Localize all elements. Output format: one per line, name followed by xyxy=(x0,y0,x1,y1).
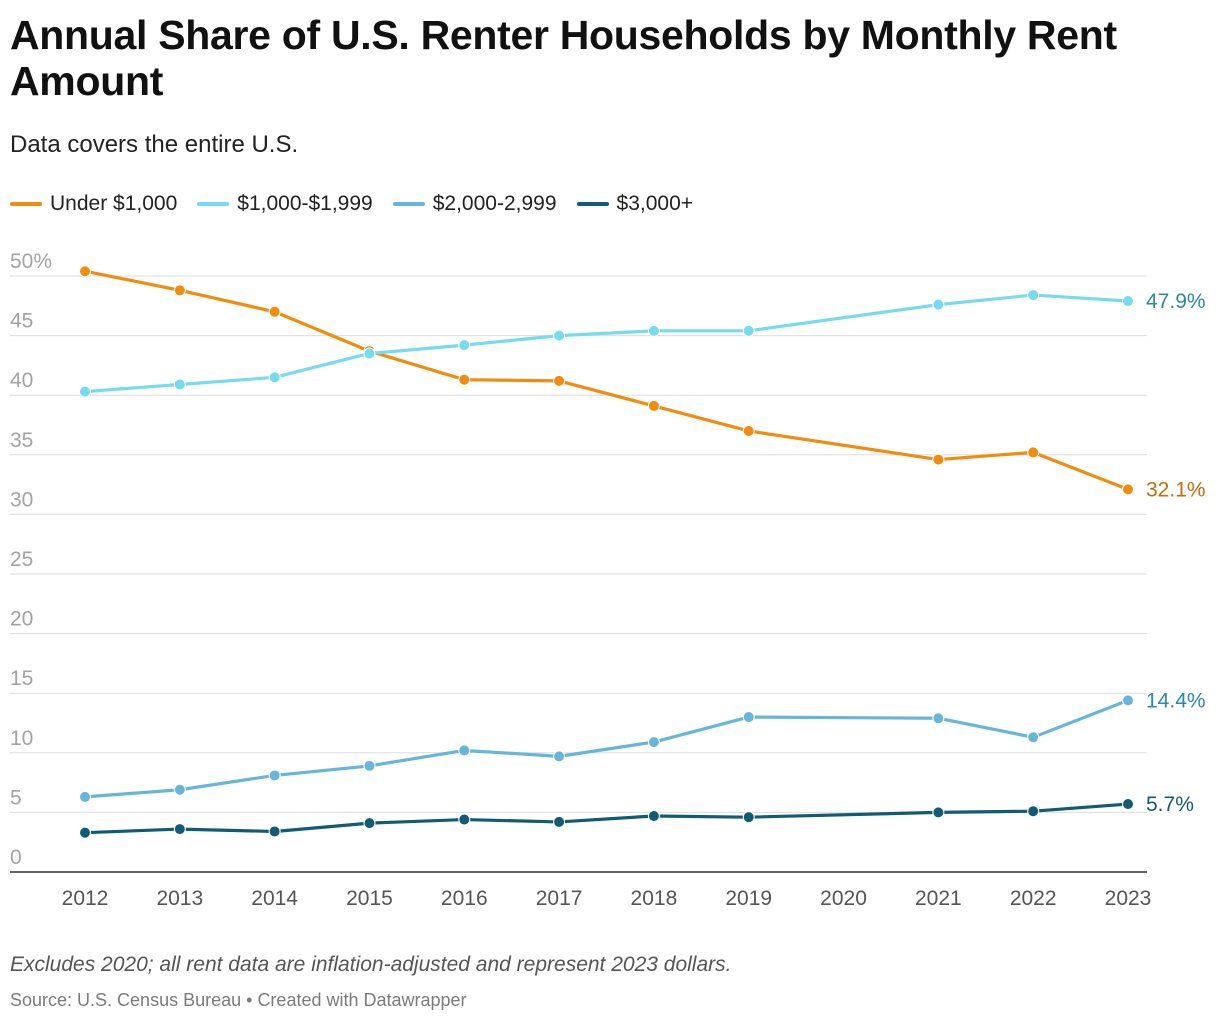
data-point-s0-2018 xyxy=(647,399,660,412)
x-tick-label-2022: 2022 xyxy=(1010,887,1057,910)
x-tick-label-2020: 2020 xyxy=(820,887,867,910)
data-point-s1-2012 xyxy=(79,385,91,398)
data-point-s1-2021 xyxy=(932,298,945,311)
chart-note: Excludes 2020; all rent data are inflati… xyxy=(10,953,732,976)
y-tick-label-5: 5 xyxy=(10,786,22,809)
source-separator: • xyxy=(246,990,253,1010)
x-tick-label-2016: 2016 xyxy=(441,887,488,910)
data-point-s2-2023 xyxy=(1122,694,1134,707)
data-point-s3-2013 xyxy=(173,823,186,836)
data-point-s1-2018 xyxy=(647,324,660,337)
data-point-s3-2022 xyxy=(1027,805,1040,818)
data-point-s0-2013 xyxy=(173,284,186,297)
data-point-s3-2023 xyxy=(1122,798,1134,811)
x-tick-label-2015: 2015 xyxy=(346,887,393,910)
data-point-s2-2019 xyxy=(742,711,755,724)
x-tick-label-2023: 2023 xyxy=(1105,887,1152,910)
end-label-s0: 32.1% xyxy=(1146,478,1206,501)
y-tick-label-20: 20 xyxy=(10,608,33,631)
y-tick-label-50: 50% xyxy=(10,250,52,273)
x-tick-label-2021: 2021 xyxy=(915,887,962,910)
end-label-s3: 5.7% xyxy=(1146,793,1194,816)
legend-label-0: Under $1,000 xyxy=(50,192,178,215)
data-point-s0-2019 xyxy=(742,424,755,437)
data-point-s1-2013 xyxy=(173,378,186,391)
chart-title: Annual Share of U.S. Renter Households b… xyxy=(10,12,1117,104)
source-text: Source: U.S. Census Bureau xyxy=(10,990,242,1010)
x-tick-label-2017: 2017 xyxy=(536,887,583,910)
data-point-s0-2014 xyxy=(268,305,281,318)
data-point-s2-2013 xyxy=(173,783,186,796)
y-tick-label-30: 30 xyxy=(10,488,33,511)
data-point-s0-2012 xyxy=(79,265,91,278)
x-tick-label-2012: 2012 xyxy=(62,887,109,910)
data-point-s1-2015 xyxy=(363,347,376,360)
legend-item-3: $3,000+ xyxy=(576,192,694,216)
data-point-s3-2019 xyxy=(742,811,755,824)
y-tick-label-10: 10 xyxy=(10,727,33,750)
series-line-2 xyxy=(83,698,1130,799)
x-tick-label-2018: 2018 xyxy=(631,887,678,910)
y-tick-label-40: 40 xyxy=(10,369,33,392)
credit-text: Created with Datawrapper xyxy=(257,990,467,1010)
x-tick-label-2019: 2019 xyxy=(725,887,772,910)
series-line-3 xyxy=(83,802,1130,835)
chart-source: Source: U.S. Census Bureau • Created with … xyxy=(10,990,467,1011)
data-point-s2-2018 xyxy=(647,736,660,749)
y-tick-label-0: 0 xyxy=(10,846,22,869)
data-point-s2-2012 xyxy=(79,790,91,803)
data-point-s0-2022 xyxy=(1027,446,1040,459)
y-tick-label-35: 35 xyxy=(10,429,33,452)
data-point-s1-2017 xyxy=(553,329,566,342)
data-point-s2-2017 xyxy=(553,750,566,763)
end-label-s2: 14.4% xyxy=(1146,689,1206,712)
y-tick-label-25: 25 xyxy=(10,548,33,571)
data-point-s0-2021 xyxy=(932,453,945,466)
chart-legend: Under $1,000 $1,000-$1,999 $2,000-2,999 $3,… xyxy=(10,189,693,219)
legend-swatch-0 xyxy=(10,202,42,206)
data-point-s3-2012 xyxy=(79,826,91,839)
legend-label-3: $3,000+ xyxy=(616,192,694,215)
end-label-s1: 47.9% xyxy=(1146,290,1206,313)
data-point-s1-2014 xyxy=(268,371,281,384)
legend-item-2: $2,000-2,999 xyxy=(392,192,557,216)
legend-swatch-2 xyxy=(392,202,425,206)
y-tick-label-15: 15 xyxy=(10,667,33,690)
series-line-1 xyxy=(83,293,1130,394)
data-point-s3-2016 xyxy=(458,813,471,826)
data-point-s2-2014 xyxy=(268,769,281,782)
data-point-s3-2014 xyxy=(268,825,281,838)
data-point-s2-2021 xyxy=(932,712,945,725)
data-point-s1-2022 xyxy=(1027,289,1040,302)
data-point-s0-2023 xyxy=(1122,483,1134,496)
legend-swatch-3 xyxy=(576,202,609,206)
legend-label-2: $2,000-2,999 xyxy=(432,192,557,215)
legend-item-0: Under $1,000 xyxy=(10,192,177,216)
x-tick-label-2013: 2013 xyxy=(156,887,203,910)
data-point-s0-2016 xyxy=(458,373,471,386)
data-point-s2-2022 xyxy=(1027,731,1040,744)
legend-label-1: $1,000-$1,999 xyxy=(237,192,373,215)
legend-item-1: $1,000-$1,999 xyxy=(197,192,373,216)
x-tick-label-2014: 2014 xyxy=(251,887,298,910)
data-point-s3-2015 xyxy=(363,817,376,830)
data-point-s3-2018 xyxy=(647,809,660,822)
data-point-s1-2019 xyxy=(742,324,755,337)
data-point-s1-2016 xyxy=(458,339,471,352)
data-point-s3-2017 xyxy=(553,815,566,828)
data-point-s2-2015 xyxy=(363,759,376,772)
legend-swatch-1 xyxy=(197,202,230,206)
data-point-s0-2017 xyxy=(553,374,566,387)
data-point-s2-2016 xyxy=(458,744,471,757)
y-tick-label-45: 45 xyxy=(10,310,33,333)
data-point-s3-2021 xyxy=(932,806,945,819)
data-point-s1-2023 xyxy=(1122,295,1134,308)
chart-subtitle: Data covers the entire U.S. xyxy=(10,131,299,158)
